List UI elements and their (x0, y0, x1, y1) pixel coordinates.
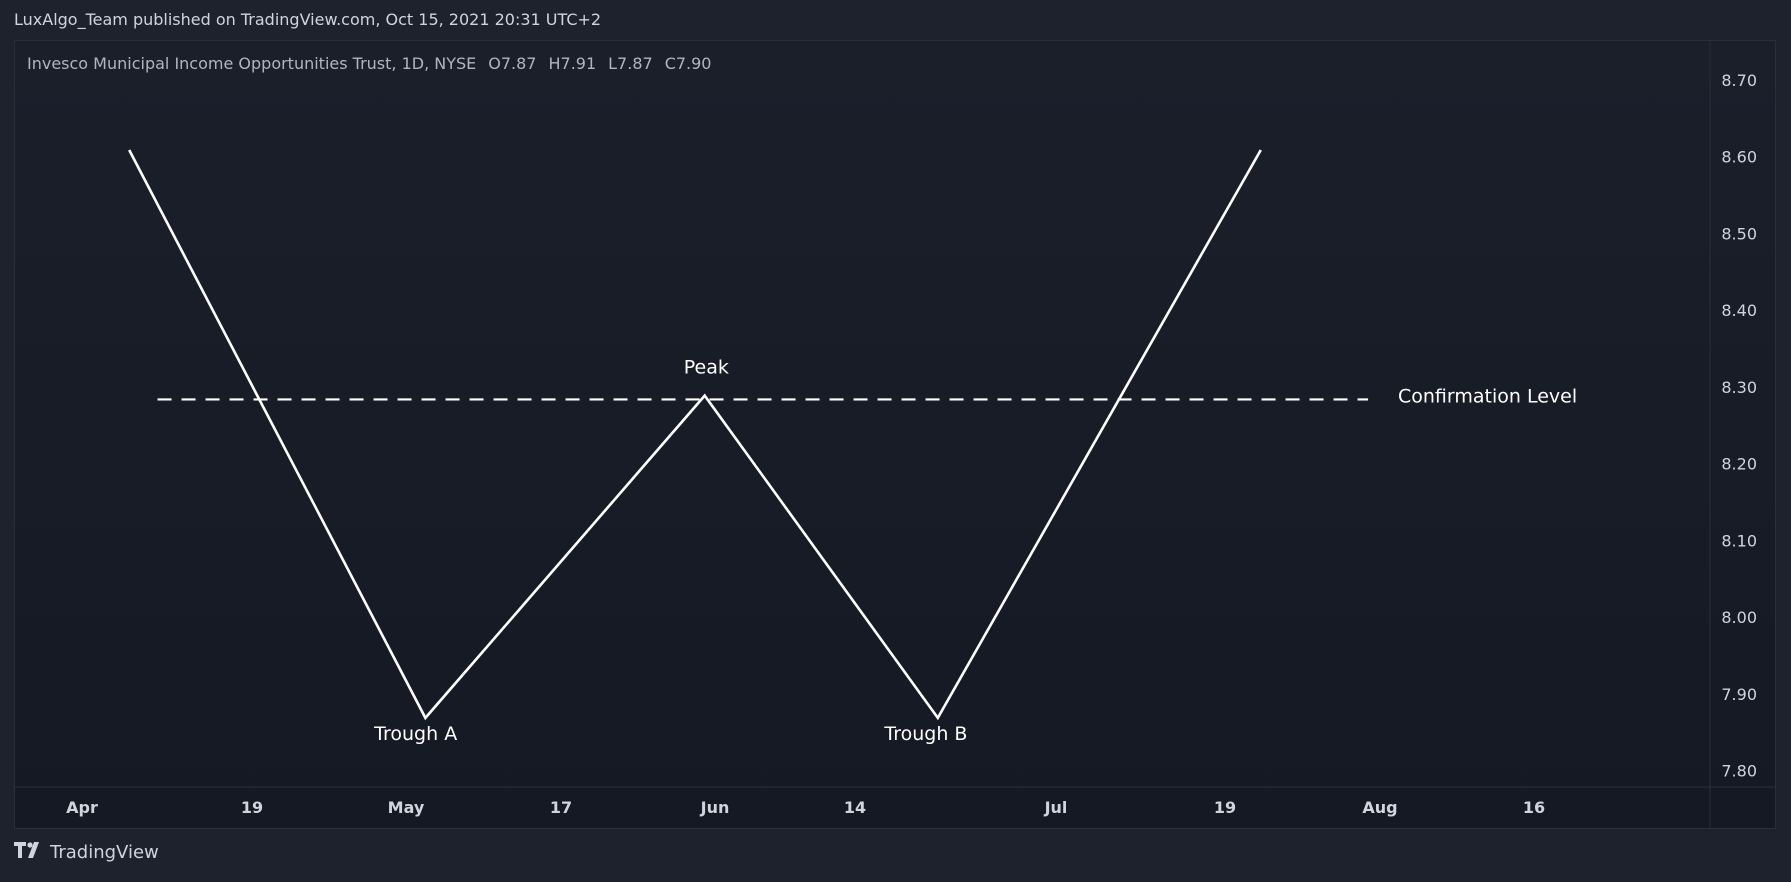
ohlc-open: O7.87 (488, 54, 537, 73)
y-tick-label: 8.20 (1721, 455, 1757, 474)
y-tick-label: 7.90 (1721, 685, 1757, 704)
tradingview-logo-icon (14, 842, 44, 863)
symbol-title: Invesco Municipal Income Opportunities T… (27, 54, 477, 73)
x-tick-label: 17 (550, 798, 572, 817)
footer-brand-label: TradingView (50, 842, 159, 863)
x-tick-label: 14 (844, 798, 866, 817)
x-tick-label: 19 (241, 798, 263, 817)
x-tick-label: Apr (66, 798, 98, 817)
y-tick-label: 8.50 (1721, 224, 1757, 243)
x-tick-label: May (388, 798, 425, 817)
y-tick-label: 8.70 (1721, 71, 1757, 90)
y-tick-label: 8.30 (1721, 378, 1757, 397)
confirmation-level-label: Confirmation Level (1398, 385, 1577, 407)
y-tick-label: 8.10 (1721, 531, 1757, 550)
x-tick-label: Jun (700, 798, 730, 817)
y-tick-label: 8.60 (1721, 148, 1757, 167)
ohlc-low: L7.87 (608, 54, 653, 73)
symbol-legend: Invesco Municipal Income Opportunities T… (27, 54, 723, 73)
ohlc-close: C7.90 (664, 54, 712, 73)
x-tick-label: Aug (1362, 798, 1397, 817)
footer-branding: TradingView (14, 842, 159, 863)
chart-frame (14, 40, 1776, 829)
annotation-label: Peak (684, 357, 729, 379)
w-pattern-line[interactable] (128, 149, 1262, 721)
y-tick-label: 7.80 (1721, 762, 1757, 781)
y-tick-label: 8.00 (1721, 608, 1757, 627)
ohlc-high: H7.91 (548, 54, 597, 73)
y-tick-label: 8.40 (1721, 301, 1757, 320)
annotation-label: Trough B (883, 723, 967, 745)
x-tick-label: 16 (1523, 798, 1545, 817)
x-tick-label: Jul (1044, 798, 1068, 817)
published-header: LuxAlgo_Team published on TradingView.co… (14, 10, 602, 29)
x-tick-label: 19 (1214, 798, 1236, 817)
annotation-label: Trough A (373, 723, 457, 745)
